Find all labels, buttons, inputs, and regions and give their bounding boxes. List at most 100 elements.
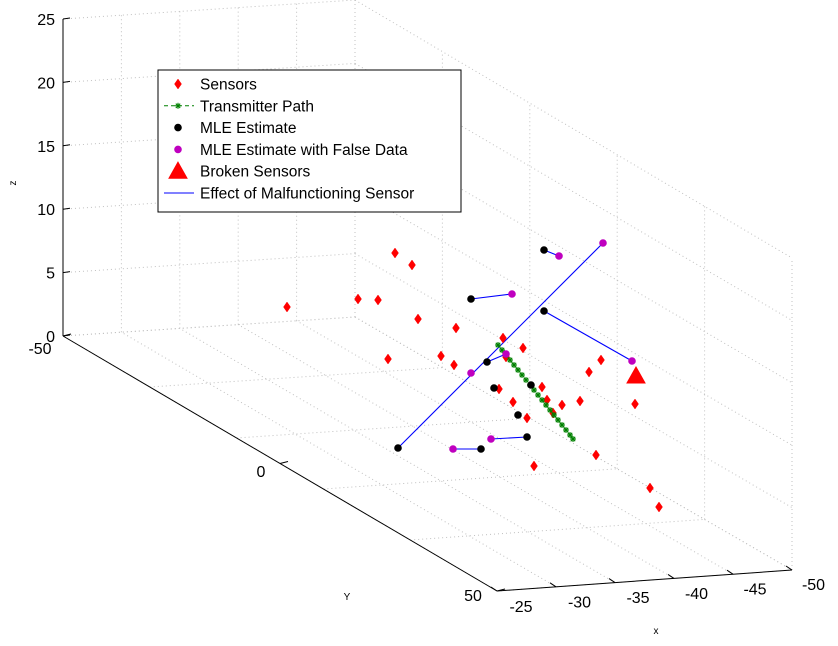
z-tick [62,144,71,147]
x-tick-label: -30 [568,595,591,612]
x-tick [726,569,734,575]
sensor-marker [450,359,458,371]
mle-false-data-marker [555,252,563,260]
transmitter-path-marker [543,402,549,408]
gridline-floor-y [62,316,356,337]
gridline-z-left [62,0,356,20]
z-tick [62,17,71,20]
sensor-marker [452,322,460,334]
sensor-marker [585,366,593,378]
sensor-marker [499,332,507,344]
z-tick [62,207,71,210]
y-tick [62,333,72,337]
z-tick-label: 20 [37,75,55,92]
legend: Sensors Transmitter Path MLE Estimate MLE E… [157,69,462,213]
legend-label: Sensors [200,77,257,94]
sensor-marker [597,354,605,366]
x-tick-label: -40 [685,586,708,603]
transmitter-path-marker [547,407,553,413]
gridline-z-right [354,253,793,509]
gridline-floor-x [179,327,616,584]
gridline-z-left [62,253,356,274]
transmitter-path-marker [570,436,576,442]
x-tick-label: -25 [509,599,532,616]
broken-sensor-marker [626,365,646,384]
legend-item: Sensors [174,77,257,94]
gridline-floor-y [149,367,443,388]
x-tick [785,565,793,571]
gridline-z-left [62,126,356,147]
sensor-marker [374,294,382,306]
transmitter-path-marker [511,362,517,368]
mle-false-data-marker [487,435,495,443]
sensor-marker [538,381,546,393]
legend-label: MLE Estimate with False Data [200,142,408,159]
legend-label: Transmitter Path [200,98,314,115]
legend-item: MLE Estimate with False Data [174,142,408,159]
mle-estimate-marker [527,381,535,389]
y-axis-label: Y [344,592,351,603]
data-layer [283,239,663,513]
sensor-marker [576,395,584,407]
legend-box [157,69,462,213]
x-tick [608,578,616,584]
gridline-floor-x [354,316,793,571]
z-axis-label: z [8,181,19,186]
y-tick [279,461,289,464]
z-tick-label: 15 [37,139,55,156]
legend-dot-icon [174,123,182,132]
mle-false-data-marker [508,290,516,298]
sensor-marker [391,247,399,259]
z-tick-label: 0 [46,329,55,346]
x-axis-line [496,569,793,592]
sensor-marker [354,293,362,305]
transmitter-path-marker [555,417,561,423]
transmitter-path-marker [563,427,569,433]
sensor-marker [519,342,527,354]
x-tick [549,582,557,588]
legend-item: Broken Sensors [168,161,311,181]
gridline-z-left [62,62,356,83]
transmitter-path-marker [519,372,525,378]
y-tick [496,588,506,592]
legend-dot-icon [174,145,182,154]
x-tick [667,573,675,579]
mle-estimate-marker [540,246,548,254]
y-tick-label: 0 [257,464,266,481]
transmitter-path-marker [559,422,565,428]
sensor-marker [523,412,531,424]
malfunction-effect-line [543,310,633,362]
legend-sensor-icon [174,78,182,90]
legend-triangle-icon [168,161,188,179]
x-tick-label: -50 [802,577,825,594]
gridline-z-right [354,189,793,446]
legend-item: Effect of Malfunctioning Sensor [164,186,414,203]
sensor-marker [414,313,422,325]
sensor-marker [283,301,291,313]
transmitter-path-marker [567,432,573,438]
x-tick [490,586,498,592]
legend-label: Effect of Malfunctioning Sensor [200,186,414,203]
sensor-marker [646,482,654,494]
sensor-marker [437,350,445,362]
mle-false-data-marker [502,350,510,358]
gridline-z-right [354,0,793,259]
mle-estimate-marker [523,433,531,441]
transmitter-path-marker [515,367,521,373]
sensor-marker [408,259,416,271]
mle-estimate-marker [540,307,548,315]
z-tick-label: 10 [37,202,55,219]
gridline-floor-y [323,468,618,490]
z-tick-label: 5 [46,266,55,283]
transmitter-path-marker [539,397,545,403]
y-tick-label: -50 [28,341,51,358]
legend-item: Transmitter Path [164,98,314,115]
malfunction-effect-line [490,436,528,440]
mle-estimate-marker [394,444,402,452]
legend-label: Broken Sensors [200,164,311,181]
transmitter-path-marker [495,342,501,348]
transmitter-path-marker [531,387,537,393]
sensor-marker [384,353,392,365]
sensor-marker [509,396,517,408]
mle-estimate-marker [514,411,522,419]
